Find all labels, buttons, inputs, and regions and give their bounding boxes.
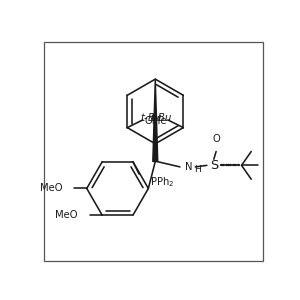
Text: $t$-Bu: $t$-Bu [150,111,172,123]
Text: H: H [194,165,201,174]
Text: MeO: MeO [40,184,62,194]
Text: OMe: OMe [144,116,167,126]
Text: PPh$_2$: PPh$_2$ [150,175,174,189]
Polygon shape [153,79,158,161]
Text: MeO: MeO [55,210,77,220]
FancyBboxPatch shape [44,42,263,261]
Text: N: N [185,162,193,172]
Text: $t$-Bu: $t$-Bu [140,111,162,123]
Text: S: S [210,159,218,172]
Text: O: O [212,134,220,144]
